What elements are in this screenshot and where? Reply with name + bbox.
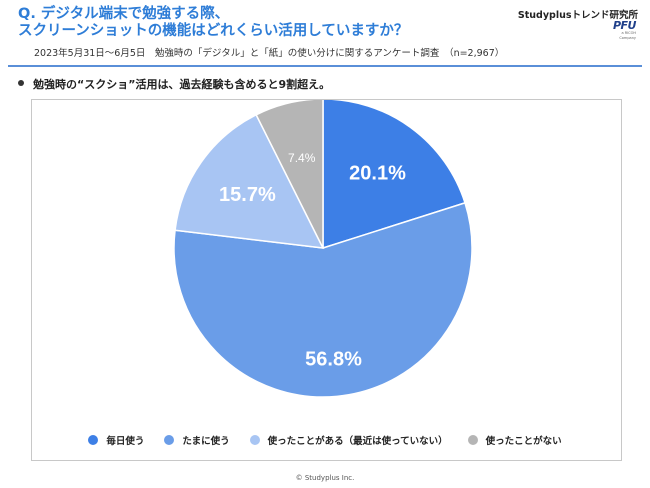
question-title-line-2: スクリーンショットの機能はどれくらい活用していますか？ [18,23,409,39]
pie-data-label-1: 20.1% [349,162,406,184]
pie-data-label-3: 15.7% [219,184,276,206]
brand-name: Studyplusトレンド研究所 [517,10,638,21]
chart-panel: 20.1% 56.8% 15.7% 7.4% [31,99,622,461]
legend-swatch-2 [164,435,175,445]
pfu-logo-subtext: a RICOH Company [619,31,636,40]
pie-data-label-2: 56.8% [305,348,362,370]
copyright: © Studyplus Inc. [295,474,355,482]
pie-chart: 20.1% 56.8% 15.7% 7.4% [173,100,473,398]
legend-label-2: たまに使う [182,436,230,447]
header-divider [8,65,642,67]
question-title-line-1: Q. デジタル端末で勉強する際、 [18,6,230,22]
question-title: Q. デジタル端末で勉強する際、 スクリーンショットの機能はどれくらい活用してい… [18,6,408,40]
pie-data-label-4: 7.4% [288,151,316,165]
pie-slice-2 [173,201,473,398]
legend-swatch-1 [88,435,99,445]
pfu-logo-text: PFU [612,19,637,32]
legend-item-4: 使ったことがない [467,433,562,447]
legend-item-1: 毎日使う [88,433,144,447]
legend-label-3: 使ったことがある（最近は使っていない） [267,436,448,447]
legend-item-2: たまに使う [164,433,230,447]
legend-item-3: 使ったことがある（最近は使っていない） [249,433,448,447]
headline-text: 勉強時の“スクショ”活用は、過去経験も含めると9割超え。 [33,78,331,91]
bullet-icon [18,80,24,86]
pie-slice-4 [255,100,324,249]
legend-swatch-4 [467,435,478,445]
pie-slice-3 [174,113,325,249]
legend-swatch-3 [249,435,260,445]
pfu-logo: PFU a RICOH Company [606,19,637,41]
chart-legend: 毎日使う たまに使う 使ったことがある（最近は使っていない） 使ったことがない [0,432,650,448]
headline: 勉強時の“スクショ”活用は、過去経験も含めると9割超え。 [18,76,330,92]
survey-subtitle: 2023年5月31日〜6月5日 勉強時の「デジタル」と「紙」の使い分けに関するア… [34,48,505,59]
legend-label-4: 使ったことがない [485,436,562,447]
header: Q. デジタル端末で勉強する際、 スクリーンショットの機能はどれくらい活用してい… [0,0,650,64]
pie-slice-1 [322,100,466,250]
legend-label-1: 毎日使う [106,436,145,447]
